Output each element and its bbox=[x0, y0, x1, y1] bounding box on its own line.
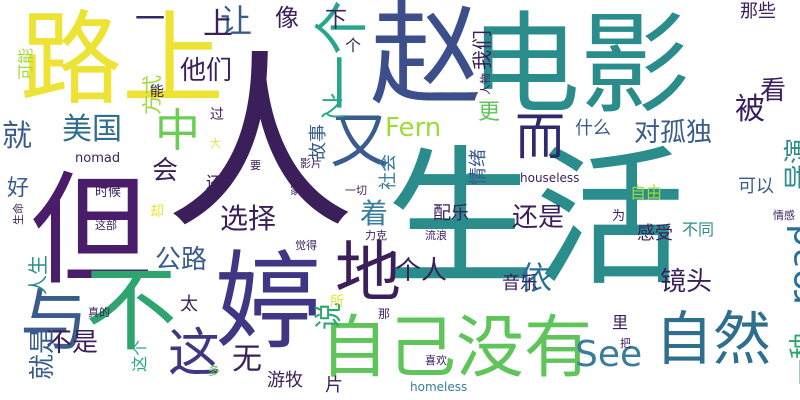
word-cloud-word: 一种 bbox=[788, 332, 800, 385]
word-cloud-word: homeless bbox=[410, 380, 468, 394]
word-cloud-word: 无 bbox=[232, 342, 262, 377]
word-cloud-word: 路上 bbox=[20, 1, 224, 120]
word-cloud-word: 人 bbox=[165, 34, 356, 255]
word-cloud-word: 要 bbox=[250, 159, 261, 172]
word-cloud-word: 会 bbox=[152, 156, 179, 186]
word-cloud-word: 觉得 bbox=[295, 239, 317, 252]
word-cloud-word: 家 bbox=[290, 184, 301, 197]
word-cloud-word: 社会 bbox=[378, 154, 399, 190]
word-cloud-word: 下 bbox=[325, 8, 348, 33]
word-cloud-word: 他们 bbox=[180, 56, 233, 86]
word-cloud-word: 把 bbox=[620, 337, 631, 350]
word-cloud-word: 地 bbox=[335, 234, 401, 311]
word-cloud-word: 多 bbox=[208, 364, 221, 378]
word-cloud-word: 人生 bbox=[26, 255, 50, 295]
word-cloud-word: 更 bbox=[478, 100, 501, 125]
word-cloud-word: 生命 bbox=[12, 203, 25, 225]
word-cloud-word: 大 bbox=[210, 137, 221, 150]
word-cloud-word: 导演 bbox=[783, 137, 800, 190]
word-cloud-word: 那些 bbox=[740, 1, 776, 22]
word-cloud-word: 太 bbox=[180, 294, 198, 315]
word-cloud-word: 好 bbox=[7, 176, 30, 201]
word-cloud-word: 让 bbox=[220, 2, 253, 40]
word-cloud-word: 片 bbox=[325, 375, 343, 396]
word-cloud-word: 喜欢 bbox=[425, 354, 447, 367]
word-cloud-word: 这部 bbox=[95, 219, 117, 232]
word-cloud-word: 音乐 bbox=[502, 273, 538, 294]
word-cloud-word: 可能 bbox=[16, 47, 35, 80]
word-cloud-word: 就 bbox=[2, 119, 32, 154]
word-cloud-word: 个 bbox=[345, 36, 362, 55]
word-cloud-word: 能 bbox=[150, 84, 164, 100]
word-cloud-word: 赵 bbox=[370, 0, 482, 121]
word-cloud-word: 自己没有 bbox=[320, 309, 593, 388]
word-cloud-word: 为 bbox=[612, 209, 626, 224]
word-cloud-word: 不 bbox=[85, 257, 178, 364]
word-cloud-word: 就是 bbox=[28, 327, 58, 380]
word-cloud-word: 对孤独 bbox=[634, 118, 713, 148]
word-cloud-word: 可以 bbox=[738, 176, 774, 197]
word-cloud-word: 不同 bbox=[682, 220, 715, 239]
word-cloud-word: 之 bbox=[320, 93, 347, 123]
word-cloud-word: 过 bbox=[210, 107, 224, 123]
word-cloud-word: 电影 bbox=[470, 1, 690, 129]
word-cloud-word: 自由 bbox=[630, 183, 663, 202]
word-cloud-word: 所 bbox=[330, 294, 344, 310]
word-cloud-word: 生活 bbox=[385, 133, 686, 307]
word-cloud-word: 婷 bbox=[215, 241, 321, 364]
word-cloud-word: 公路 bbox=[155, 245, 208, 275]
word-cloud-word: 着 bbox=[360, 197, 389, 230]
word-cloud-word: 还 bbox=[206, 173, 223, 192]
word-cloud-word: 看 bbox=[760, 76, 787, 106]
word-cloud-word: 像 bbox=[275, 4, 299, 32]
word-cloud-word: 情感 bbox=[773, 209, 795, 222]
word-cloud-word: 又 bbox=[330, 107, 390, 177]
word-cloud-word: 美国 bbox=[62, 112, 122, 147]
word-cloud-word: 不是 bbox=[46, 328, 99, 358]
word-cloud-word: 力克 bbox=[365, 229, 387, 242]
word-cloud-word: 什么 bbox=[575, 118, 611, 139]
word-cloud-word: See bbox=[575, 334, 643, 375]
word-cloud-word: 但 bbox=[30, 160, 152, 302]
word-cloud-word: 真的 bbox=[88, 306, 110, 319]
word-cloud-word: 情绪 bbox=[468, 149, 489, 185]
word-cloud-word: nomad bbox=[75, 151, 121, 166]
word-cloud-word: 这 bbox=[168, 324, 221, 384]
word-cloud-word: 被 bbox=[735, 92, 765, 127]
word-cloud-word: 自然 bbox=[655, 305, 772, 373]
word-cloud-word: 还是 bbox=[512, 203, 565, 233]
word-cloud-word: 这个 bbox=[130, 339, 149, 372]
word-cloud-word: 选择 bbox=[220, 202, 277, 235]
word-cloud-word: 游牧 bbox=[267, 370, 303, 391]
word-cloud-word: 镜头 bbox=[660, 267, 713, 297]
word-cloud-word: 感受 bbox=[637, 223, 673, 244]
word-cloud-word: road bbox=[782, 224, 800, 305]
word-cloud-word: 个人 bbox=[395, 256, 448, 286]
word-cloud-word: 流浪 bbox=[425, 229, 447, 242]
word-cloud-word: 时候 bbox=[95, 185, 122, 200]
word-cloud-word: houseless bbox=[520, 171, 580, 185]
word-cloud-word: 上 bbox=[203, 7, 233, 42]
word-cloud-word: 里 bbox=[612, 313, 629, 332]
word-cloud-word: 故事 bbox=[308, 124, 329, 160]
word-cloud-word: 中 bbox=[155, 104, 201, 157]
word-cloud-word: 依 bbox=[520, 259, 553, 297]
word-cloud-word: 一切 bbox=[345, 184, 367, 197]
word-cloud-word: 与 bbox=[20, 282, 89, 361]
word-cloud-word: 配乐 bbox=[433, 203, 469, 224]
word-cloud-word: Fern bbox=[385, 113, 442, 143]
word-cloud-word: 影片 bbox=[300, 157, 322, 170]
word-cloud-word: 一 bbox=[135, 2, 165, 37]
word-cloud-word: 我们 bbox=[470, 30, 494, 70]
word-cloud-word: 而 bbox=[515, 108, 565, 166]
word-cloud-word: 那 bbox=[378, 307, 391, 321]
word-cloud-word: 人物 bbox=[479, 73, 492, 95]
word-cloud-word: 却 bbox=[150, 204, 164, 220]
